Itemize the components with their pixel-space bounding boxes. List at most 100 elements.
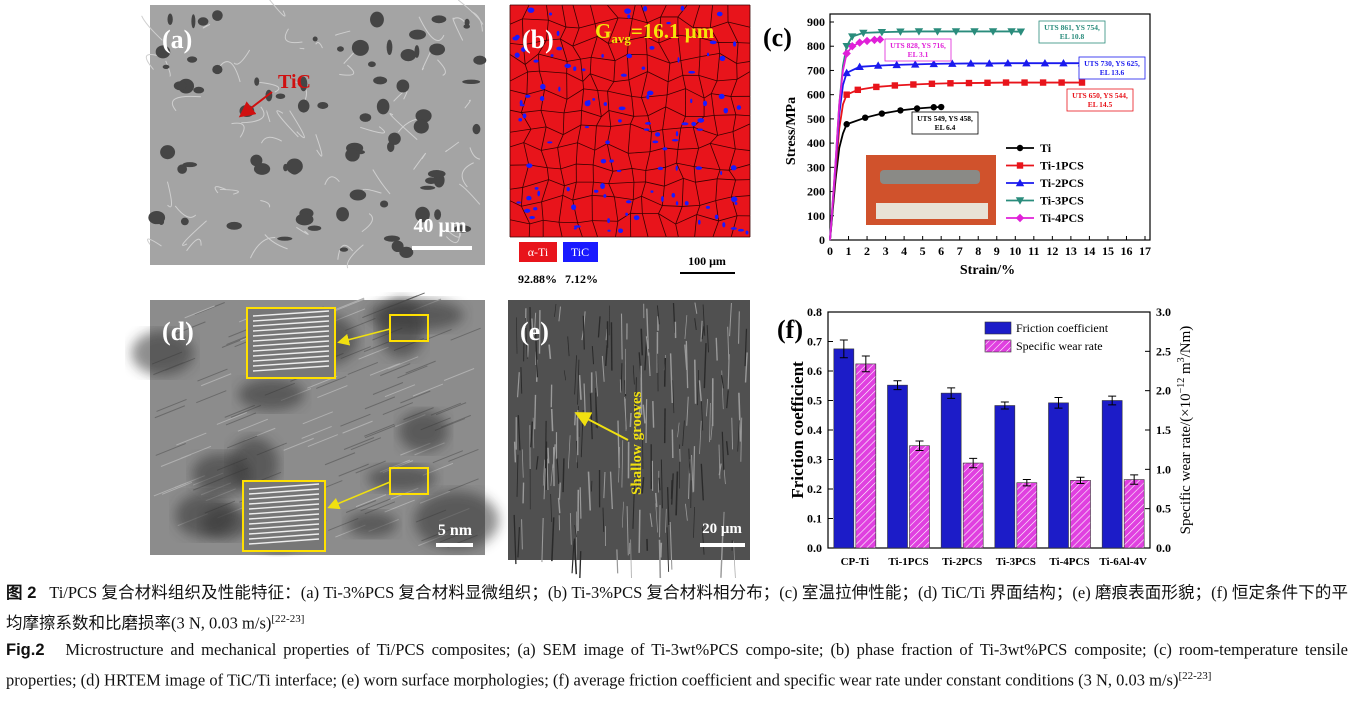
lattice-fringe bbox=[160, 454, 192, 467]
groove bbox=[513, 514, 517, 565]
grain-boundary bbox=[658, 42, 671, 64]
error-bar bbox=[1108, 395, 1117, 406]
grain-boundary bbox=[631, 4, 636, 19]
groove bbox=[697, 369, 700, 406]
scale-bar bbox=[436, 543, 473, 547]
groove bbox=[632, 365, 635, 385]
grain-boundary bbox=[509, 42, 524, 46]
groove bbox=[626, 506, 629, 556]
grain-boundary bbox=[632, 18, 648, 24]
grain-boundary bbox=[618, 17, 633, 20]
x-tick-label: Ti-3PCS bbox=[996, 556, 1036, 568]
tic-particle bbox=[643, 5, 648, 12]
grain-boundary bbox=[607, 143, 629, 154]
point bbox=[1015, 213, 1025, 223]
groove bbox=[744, 328, 748, 367]
grain-boundary bbox=[628, 36, 646, 41]
groove bbox=[655, 503, 658, 533]
grain-boundary bbox=[269, 0, 286, 17]
lattice-fringe bbox=[161, 481, 193, 495]
grain-boundary bbox=[596, 125, 611, 127]
annotation-box bbox=[884, 38, 952, 62]
grain-boundary bbox=[660, 4, 667, 18]
grain-boundary bbox=[589, 4, 596, 24]
x-tick-label: 15 bbox=[1102, 244, 1114, 258]
particle bbox=[388, 132, 401, 145]
particle bbox=[275, 93, 286, 99]
lattice-fringe bbox=[388, 356, 419, 370]
caption-ref: [22-23] bbox=[1178, 669, 1212, 682]
groove bbox=[578, 375, 582, 400]
grain-boundary bbox=[728, 169, 736, 181]
tic-particle bbox=[696, 128, 704, 131]
grain-boundary bbox=[581, 110, 602, 118]
groove bbox=[701, 400, 704, 431]
grain-boundary bbox=[607, 81, 615, 92]
x-tick-label: CP-Ti bbox=[841, 556, 870, 568]
lattice-fringe bbox=[153, 483, 185, 497]
contrast-blob bbox=[346, 511, 398, 537]
grain-boundary bbox=[718, 215, 738, 222]
particle bbox=[212, 64, 223, 75]
grain-boundary bbox=[597, 90, 602, 117]
grain-boundary bbox=[647, 71, 669, 83]
groove bbox=[526, 344, 529, 358]
grain-boundary bbox=[141, 15, 163, 41]
tic-particle bbox=[566, 187, 570, 192]
annotation: EL 3.1 bbox=[908, 50, 929, 59]
groove bbox=[563, 370, 567, 381]
tic-particle bbox=[526, 195, 532, 201]
grain-boundary bbox=[633, 195, 642, 201]
tic-particle bbox=[625, 200, 632, 204]
y2-tick-label: 0.5 bbox=[1156, 502, 1171, 516]
panel-label: (c) bbox=[763, 23, 792, 52]
contrast-blob bbox=[192, 453, 251, 495]
particle bbox=[160, 145, 176, 160]
caption-text: Microstructure and mechanical properties… bbox=[6, 639, 1348, 690]
groove bbox=[609, 471, 613, 510]
grain-boundary bbox=[509, 89, 527, 95]
grain-boundary bbox=[641, 97, 649, 116]
point bbox=[843, 121, 850, 128]
grain-boundary bbox=[614, 196, 634, 201]
groove bbox=[574, 355, 577, 395]
arrow bbox=[327, 481, 391, 510]
lattice-fringe bbox=[252, 345, 330, 352]
grain-boundary bbox=[676, 162, 684, 179]
grain-boundary bbox=[628, 71, 648, 81]
lattice-fringe bbox=[248, 508, 320, 515]
grain-boundary bbox=[560, 163, 577, 170]
grain-boundary bbox=[628, 79, 633, 97]
grain-boundary bbox=[632, 182, 635, 200]
lattice-fringe bbox=[405, 360, 436, 374]
grain-boundary bbox=[730, 79, 738, 97]
grain-boundary bbox=[469, 147, 481, 160]
point bbox=[914, 28, 924, 36]
tic-particle bbox=[662, 147, 668, 151]
grain-boundary bbox=[647, 16, 661, 24]
groove bbox=[554, 303, 557, 317]
grain-boundary bbox=[614, 196, 619, 222]
grain-boundary bbox=[418, 16, 445, 41]
grain-boundary bbox=[346, 244, 364, 269]
grain-boundary bbox=[597, 35, 609, 44]
particle bbox=[167, 13, 173, 26]
tic-particle bbox=[719, 55, 726, 62]
groove bbox=[619, 379, 622, 393]
lattice-fringe bbox=[384, 499, 415, 513]
contrast-blob bbox=[398, 410, 449, 452]
tic-particle bbox=[607, 229, 611, 232]
lattice-fringe bbox=[307, 434, 339, 448]
particle bbox=[345, 148, 360, 162]
tic-particle bbox=[581, 68, 586, 72]
grain-boundary bbox=[572, 4, 580, 29]
lattice-fringe bbox=[316, 375, 347, 389]
grain-boundary bbox=[521, 110, 541, 113]
grain-boundary bbox=[566, 72, 584, 82]
groove bbox=[694, 302, 698, 314]
groove bbox=[523, 325, 525, 362]
grain-boundary bbox=[558, 195, 564, 223]
panel-label: (a) bbox=[162, 25, 192, 54]
groove bbox=[620, 313, 623, 360]
groove bbox=[646, 308, 649, 349]
